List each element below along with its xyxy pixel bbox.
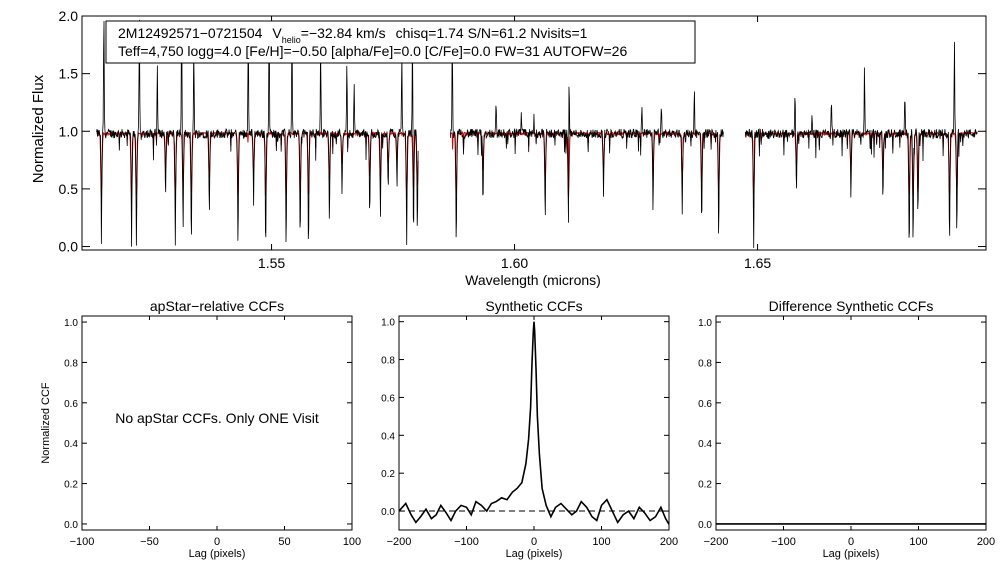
y-tick-label: 0.2 [381, 469, 395, 480]
difference-ccf-frame [715, 315, 987, 531]
vhelio-symbol: V [272, 25, 282, 41]
y-tick-label: 0.8 [698, 358, 712, 369]
synthetic-ccf-title: Synthetic CCFs [485, 298, 582, 314]
difference-ccf-panel: Difference Synthetic CCFs −200 −100 0 100 20… [698, 298, 995, 560]
difference-ccf-xlabel: Lag (pixels) [823, 548, 880, 560]
vhelio-value: =−32.84 km/s [301, 25, 386, 41]
y-tick-label: 0.8 [381, 356, 395, 367]
y-tick-label: 0.5 [59, 181, 79, 197]
y-tick-label: 0.2 [698, 480, 712, 491]
y-tick-label: 0.0 [381, 507, 395, 518]
y-tick-label: 0.8 [64, 358, 78, 369]
x-tick-label: −200 [387, 536, 412, 548]
y-tick-label: 0.6 [381, 393, 395, 404]
y-tick-label: 0.2 [64, 480, 78, 491]
observed-spectrum-segment-1 [96, 19, 419, 247]
vhelio-subscript: helio [282, 35, 301, 45]
synthetic-ccf-plot-area [398, 321, 670, 525]
y-tick-label: 0.6 [64, 399, 78, 410]
y-tick-label: 0.0 [64, 520, 78, 531]
difference-ccf-ticks: −200 −100 0 100 200 0.0 0.2 0.4 0.6 0.8 1.0 [698, 316, 995, 548]
x-tick-label: 1.55 [258, 255, 285, 271]
annotation-line-1: 2M12492571−0721504 Vhelio=−32.84 km/s chis… [118, 25, 588, 45]
annotation-frame [105, 20, 696, 64]
y-tick-label: 1.0 [381, 318, 395, 329]
star-id: 2M12492571−0721504 [118, 25, 263, 41]
x-tick-label: 0 [214, 536, 220, 548]
x-tick-label: −50 [140, 536, 159, 548]
x-tick-label: −100 [771, 536, 796, 548]
x-tick-label: 50 [278, 536, 290, 548]
x-tick-label: −100 [454, 536, 479, 548]
spectrum-panel: 1.55 1.60 1.65 0.0 0.5 1.0 1.5 2.0 2M12492571−0… [30, 8, 987, 288]
observed-spectrum-segment-2 [450, 36, 724, 238]
no-ccf-message: No apStar CCFs. Only ONE Visit [115, 410, 319, 426]
apstar-ccf-xlabel: Lag (pixels) [189, 548, 246, 560]
annotation-box: 2M12492571−0721504 Vhelio=−32.84 km/s chis… [105, 20, 696, 64]
y-tick-label: 1.0 [59, 123, 79, 139]
y-tick-label: 0.4 [64, 439, 78, 450]
x-tick-label: 100 [343, 536, 361, 548]
synthetic-ccf-panel: Synthetic CCFs −200 −100 0 100 200 0.0 0.2 0.4 0… [381, 298, 678, 560]
y-tick-label: 2.0 [59, 8, 79, 24]
y-tick-label: 0.4 [381, 431, 395, 442]
spectrum-frame [81, 15, 987, 251]
synthetic-ccf-xlabel: Lag (pixels) [506, 548, 563, 560]
spectrum-plot-area [96, 19, 978, 248]
spectrum-xlabel: Wavelength (microns) [465, 272, 601, 288]
x-tick-label: 0 [848, 536, 854, 548]
synthetic-ccf-ticks: −200 −100 0 100 200 0.0 0.2 0.4 0.6 0.8 1.0 [381, 316, 678, 548]
x-tick-label: 1.65 [744, 255, 771, 271]
spectrum-ticks: 1.55 1.60 1.65 0.0 0.5 1.0 1.5 2.0 [59, 8, 986, 271]
stellar-params: Teff=4,750 logg=4.0 [Fe/H]=−0.50 [alpha/… [118, 43, 627, 59]
y-tick-label: 1.0 [698, 318, 712, 329]
x-tick-label: 1.60 [501, 255, 528, 271]
synthetic-ccf-frame [398, 315, 670, 531]
x-tick-label: 200 [660, 536, 678, 548]
y-tick-label: 0.0 [59, 239, 79, 255]
fit-stats: chisq=1.74 S/N=61.2 Nvisits=1 [396, 25, 588, 41]
x-tick-label: 200 [977, 536, 995, 548]
x-tick-label: 100 [909, 536, 927, 548]
x-tick-label: 100 [592, 536, 610, 548]
x-tick-label: −100 [70, 536, 95, 548]
ccf-ylabel: Normalized CCF [40, 382, 52, 464]
y-tick-label: 0.6 [698, 399, 712, 410]
spectrum-lines [96, 19, 978, 248]
y-tick-label: 0.4 [698, 439, 712, 450]
apstar-ccf-title: apStar−relative CCFs [150, 298, 284, 314]
y-tick-label: 0.0 [698, 520, 712, 531]
y-tick-label: 1.5 [59, 66, 79, 82]
apstar-ccf-ticks: −100 −50 0 50 100 0.0 0.2 0.4 0.6 0.8 1.0 [64, 316, 361, 548]
difference-ccf-title: Difference Synthetic CCFs [769, 298, 934, 314]
synthetic-ccf-line [398, 321, 670, 525]
x-tick-label: 0 [531, 536, 537, 548]
observed-spectrum-segment-3 [745, 41, 978, 248]
y-tick-label: 1.0 [64, 318, 78, 329]
apstar-ccf-panel: apStar−relative CCFs −100 −50 0 50 100 0.0 0.2… [40, 298, 361, 560]
spectrum-ylabel: Normalized Flux [30, 74, 47, 183]
x-tick-label: −200 [704, 536, 729, 548]
